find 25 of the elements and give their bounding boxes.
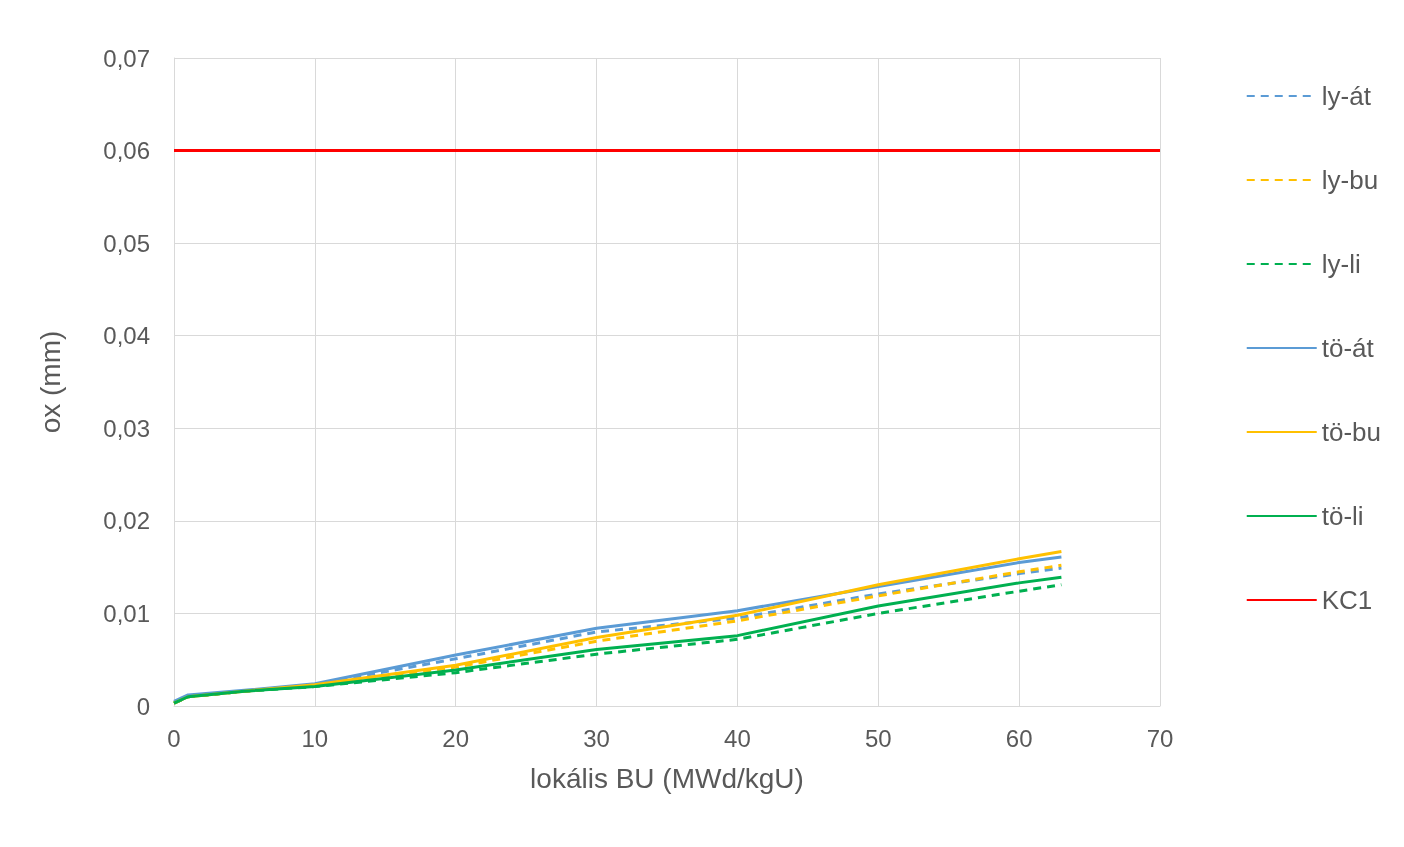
x-tick-label: 50 — [864, 724, 892, 752]
x-tick-label: 40 — [724, 724, 751, 752]
x-tick-label: 70 — [1146, 724, 1174, 752]
y-tick-label: 0,06 — [103, 137, 150, 165]
legend-label: ly-át — [1321, 81, 1372, 111]
y-tick-label: 0,02 — [103, 507, 150, 535]
x-tick-label: 0 — [167, 724, 181, 752]
legend-label: ly-li — [1321, 249, 1361, 279]
legend-label: ly-bu — [1321, 165, 1379, 195]
x-axis-title: lokális BU (MWd/kgU) — [530, 762, 804, 794]
y-tick-label: 0,07 — [103, 44, 150, 72]
x-tick-label: 20 — [442, 724, 470, 752]
legend-label: KC1 — [1321, 585, 1373, 615]
x-tick-label: 30 — [583, 724, 610, 752]
legend-label: tö-li — [1321, 501, 1364, 531]
x-tick-label: 60 — [1005, 724, 1033, 752]
legend-label: tö-bu — [1321, 417, 1381, 447]
legend-label: tö-át — [1321, 333, 1375, 363]
y-axis-title: ox (mm) — [34, 330, 66, 434]
y-tick-label: 0,05 — [103, 229, 150, 257]
y-tick-label: 0,03 — [103, 414, 150, 442]
y-tick-label: 0,01 — [103, 599, 150, 627]
x-tick-label: 10 — [301, 724, 329, 752]
y-tick-label: 0 — [136, 692, 150, 720]
y-tick-label: 0,04 — [103, 322, 150, 350]
